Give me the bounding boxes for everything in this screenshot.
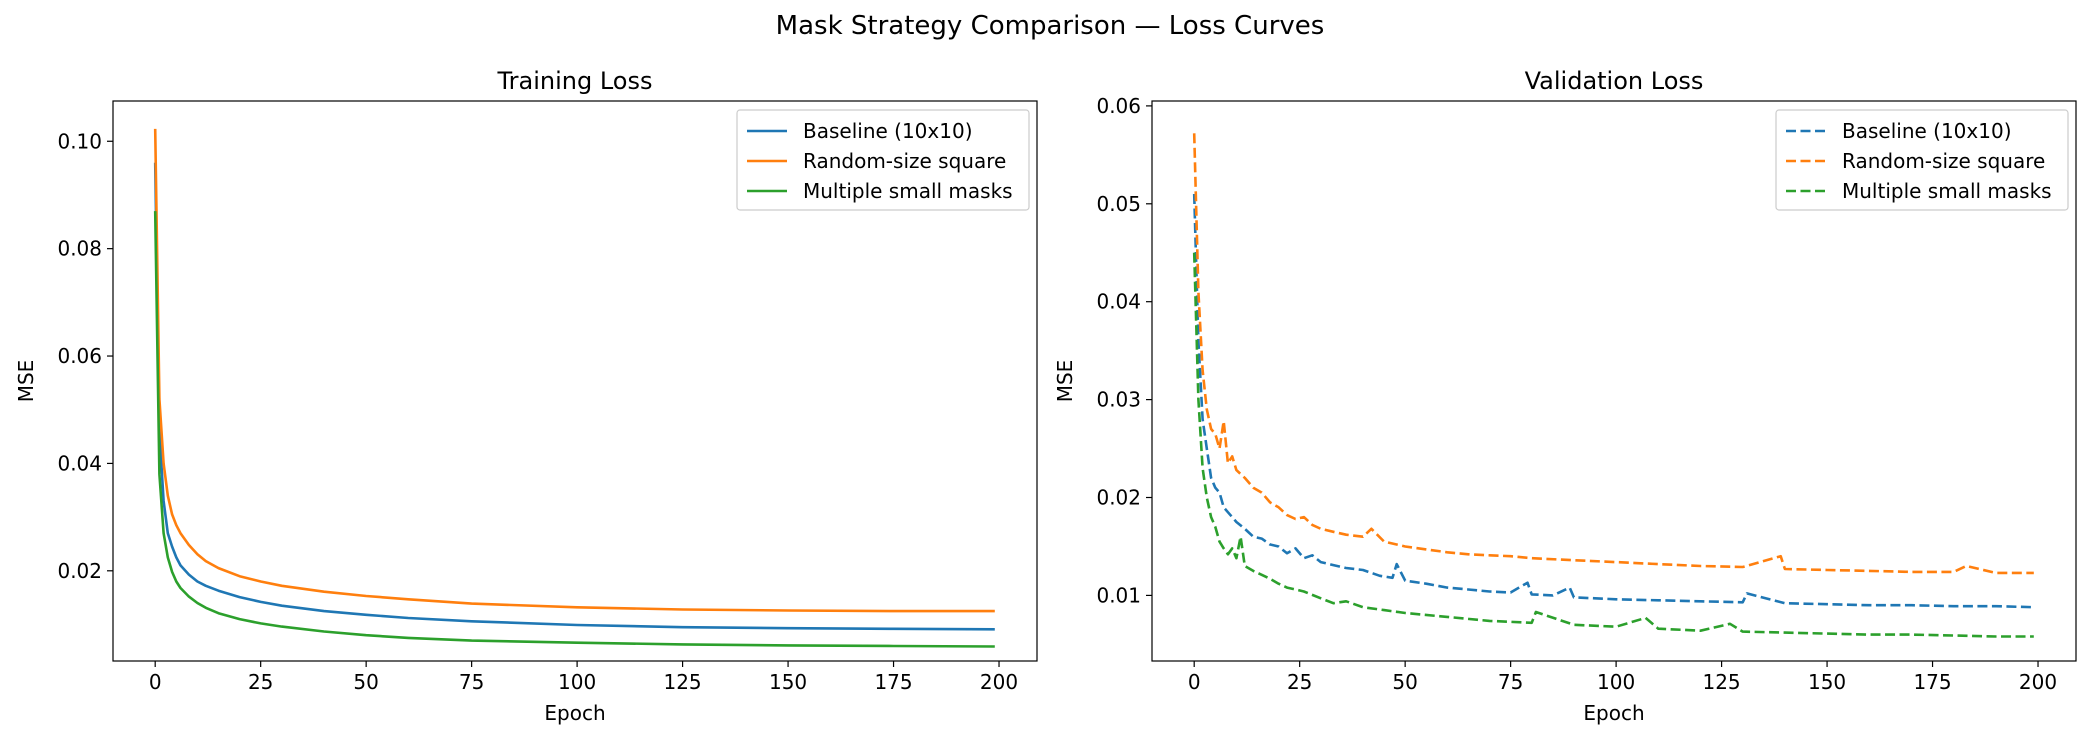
y-tick-label: 0.01 [1096, 583, 1141, 607]
y-tick-label: 0.02 [1096, 486, 1141, 510]
legend-label-3: Multiple small masks [1842, 179, 2052, 203]
figure-title: Mask Strategy Comparison — Loss Curves [776, 11, 1325, 41]
legend: Baseline (10x10) Random-size square Multip… [1775, 109, 2069, 211]
x-tick-label: 75 [1498, 670, 1523, 694]
x-tick-label: 75 [459, 670, 484, 694]
x-tick-label: 50 [353, 670, 378, 694]
legend-label-1: Baseline (10x10) [1842, 119, 2012, 143]
series-line-3 [153, 211, 995, 648]
legend-label-2: Random-size square [803, 149, 1006, 173]
y-tick-label: 0.03 [1096, 388, 1141, 412]
chart-panel-2: Validation Loss 0 25 50 75 100 125 150 175 200 0.0… [1053, 67, 2077, 725]
y-tick-label: 0.08 [57, 237, 102, 261]
chart-title: Training Loss [497, 67, 653, 95]
y-tick-label: 0.06 [1096, 94, 1141, 118]
x-tick-label: 50 [1392, 670, 1417, 694]
x-tick-label: 0 [1188, 670, 1201, 694]
x-tick-label: 175 [874, 670, 912, 694]
x-tick-label: 100 [1597, 670, 1635, 694]
series-line-1 [153, 162, 995, 631]
series-line-2 [1192, 133, 2034, 575]
series-line-1 [1192, 193, 2034, 609]
y-tick-label: 0.04 [57, 451, 102, 475]
y-axis-label: MSE [1053, 360, 1077, 403]
x-tick-label: 25 [1287, 670, 1312, 694]
chart-panel-1: Training Loss 0 25 50 75 100 125 150 175 200 0.02 0… [14, 67, 1038, 725]
axes-frame [1151, 100, 2077, 662]
x-axis-label: Epoch [544, 701, 605, 725]
y-tick-label: 0.02 [57, 559, 102, 583]
x-axis-label: Epoch [1583, 701, 1644, 725]
legend-box [736, 109, 1030, 211]
x-tick-label: 125 [1702, 670, 1740, 694]
plot-area [1192, 133, 2034, 638]
series-line-2 [153, 128, 995, 613]
axes-frame [112, 100, 1038, 662]
y-tick-label: 0.04 [1096, 290, 1141, 314]
x-tick-label: 125 [663, 670, 701, 694]
plot-area [153, 128, 995, 648]
x-tick-label: 175 [1913, 670, 1951, 694]
legend-label-1: Baseline (10x10) [803, 119, 973, 143]
y-tick-label: 0.05 [1096, 192, 1141, 216]
y-axis-label: MSE [14, 360, 38, 403]
x-tick-label: 100 [558, 670, 596, 694]
legend-label-3: Multiple small masks [803, 179, 1013, 203]
x-tick-label: 25 [248, 670, 273, 694]
legend-box [1775, 109, 2069, 211]
x-tick-label: 0 [149, 670, 162, 694]
y-tick-label: 0.10 [57, 129, 102, 153]
x-tick-label: 200 [2019, 670, 2057, 694]
x-tick-label: 200 [980, 670, 1018, 694]
x-tick-label: 150 [1808, 670, 1846, 694]
x-tick-label: 150 [769, 670, 807, 694]
legend: Baseline (10x10) Random-size square Multip… [736, 109, 1030, 211]
series-line-3 [1192, 252, 2034, 638]
chart-title: Validation Loss [1525, 67, 1704, 95]
legend-label-2: Random-size square [1842, 149, 2045, 173]
y-tick-label: 0.06 [57, 344, 102, 368]
